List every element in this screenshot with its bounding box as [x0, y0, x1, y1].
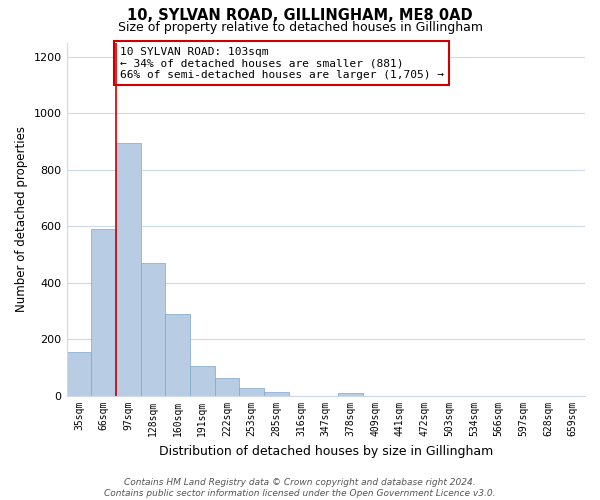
Bar: [215, 378, 239, 396]
X-axis label: Distribution of detached houses by size in Gillingham: Distribution of detached houses by size …: [158, 444, 493, 458]
Text: Size of property relative to detached houses in Gillingham: Size of property relative to detached ho…: [118, 21, 482, 34]
Bar: [165, 314, 190, 396]
Bar: [338, 393, 363, 396]
Text: Contains HM Land Registry data © Crown copyright and database right 2024.
Contai: Contains HM Land Registry data © Crown c…: [104, 478, 496, 498]
Text: 10 SYLVAN ROAD: 103sqm
← 34% of detached houses are smaller (881)
66% of semi-de: 10 SYLVAN ROAD: 103sqm ← 34% of detached…: [119, 46, 443, 80]
Y-axis label: Number of detached properties: Number of detached properties: [15, 126, 28, 312]
Bar: [140, 263, 165, 396]
Bar: [239, 388, 264, 396]
Bar: [91, 229, 116, 396]
Bar: [264, 392, 289, 396]
Bar: [67, 352, 91, 396]
Bar: [116, 144, 140, 396]
Text: 10, SYLVAN ROAD, GILLINGHAM, ME8 0AD: 10, SYLVAN ROAD, GILLINGHAM, ME8 0AD: [127, 8, 473, 22]
Bar: [190, 366, 215, 396]
